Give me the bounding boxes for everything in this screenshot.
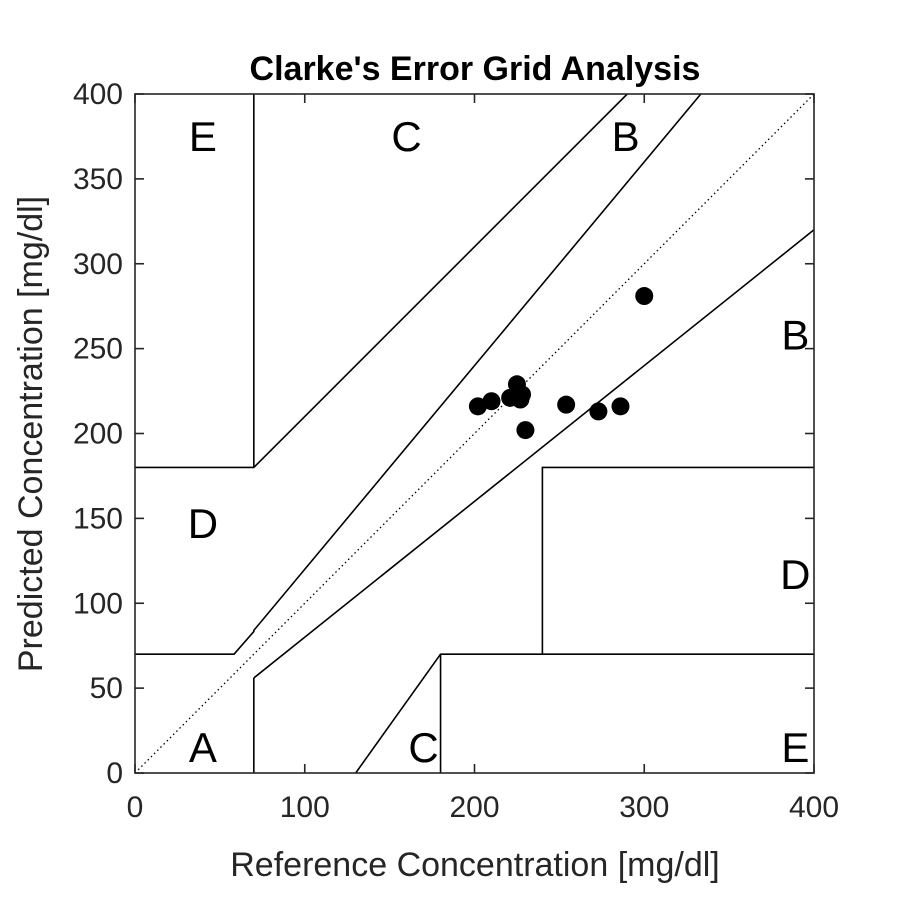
y-tick-label-7: 350 <box>73 163 123 196</box>
zone-boundary-4 <box>253 229 815 679</box>
y-tick-label-3: 150 <box>73 502 123 535</box>
y-tick-label-8: 400 <box>73 78 123 111</box>
x-tick-label-3: 300 <box>619 791 669 824</box>
x-axis-label: Reference Concentration [mg/dl] <box>230 846 719 884</box>
data-point-1 <box>468 397 487 416</box>
zone-label-a-6: A <box>189 724 217 771</box>
y-tick-label-0: 0 <box>106 757 123 790</box>
data-point-8 <box>557 395 576 414</box>
y-tick-label-4: 200 <box>73 418 123 451</box>
x-tick-label-4: 400 <box>789 791 839 824</box>
identity-line <box>134 93 815 774</box>
plot-area: 0 100 200 300 400 0 50 100 150 200 250 300 350 400 E C B… <box>73 78 839 824</box>
chart-title: Clarke's Error Grid Analysis <box>250 50 701 88</box>
x-tick-label-0: 0 <box>127 791 144 824</box>
zone-boundary-2 <box>135 93 628 469</box>
zone-label-b-3: B <box>781 312 809 359</box>
zone-boundary-3 <box>135 93 702 655</box>
zone-label-d-4: D <box>188 500 218 547</box>
zone-boundary-8 <box>541 466 814 655</box>
zone-label-c-1: C <box>391 113 421 160</box>
y-axis-label: Predicted Concentration [mg/dl] <box>12 196 50 672</box>
data-point-10 <box>611 397 630 416</box>
x-tick-label-2: 200 <box>449 791 499 824</box>
data-point-9 <box>589 402 608 421</box>
zone-label-c-7: C <box>408 724 438 771</box>
zone-label-b-2: B <box>612 113 640 160</box>
zone-label-e-0: E <box>189 113 217 160</box>
data-point-6 <box>513 385 532 404</box>
zone-label-e-8: E <box>781 724 809 771</box>
y-tick-label-6: 300 <box>73 248 123 281</box>
y-tick-label-2: 100 <box>73 587 123 620</box>
y-tick-label-5: 250 <box>73 333 123 366</box>
zone-label-d-5: D <box>780 551 810 598</box>
data-point-2 <box>482 392 501 411</box>
data-point-7 <box>516 421 535 440</box>
y-tick-label-1: 50 <box>90 672 123 705</box>
x-tick-label-1: 100 <box>280 791 330 824</box>
data-point-11 <box>635 287 654 306</box>
